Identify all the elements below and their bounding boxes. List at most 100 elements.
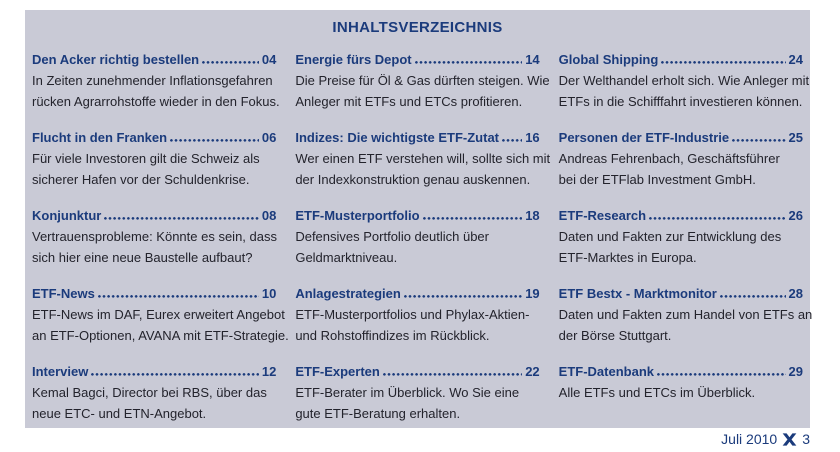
page-title: INHALTSVERZEICHNIS: [332, 19, 503, 36]
contents-panel: INHALTSVERZEICHNIS Den Acker richtig bes…: [25, 10, 812, 428]
toc-entry-link[interactable]: Konjunktur 08: [32, 205, 276, 226]
toc-entry-desc-line: ETF-Marktes in Europa.: [558, 250, 697, 265]
toc-column-1: Den Acker richtig bestellen 04 In Zeiten…: [32, 49, 289, 439]
toc-entry: Global Shipping 24 Der Welthandel erholt…: [558, 49, 810, 112]
toc-entry-page-number: 12: [261, 364, 277, 379]
toc-entry-page-number: 06: [261, 130, 277, 145]
toc-entry-page-number: 14: [525, 52, 540, 67]
toc-entry-page-number: 25: [788, 130, 803, 145]
toc-entry-title: Indizes: Die wichtigste ETF-Zutat: [295, 130, 500, 145]
toc-entry-link[interactable]: ETF-Experten 22: [295, 361, 539, 382]
toc-entry-link[interactable]: ETF-Datenbank 29: [559, 361, 803, 382]
toc-entry-desc-line: Defensives Portfolio deutlich über: [295, 229, 489, 244]
toc-entry: Den Acker richtig bestellen 04 In Zeiten…: [32, 49, 280, 112]
toc-entry-link[interactable]: ETF-Musterportfolio 18: [295, 205, 539, 226]
toc-entry-desc-line: an ETF-Optionen, AVANA mit ETF-Strategie…: [32, 328, 289, 343]
toc-entry-desc-line: ETFs in die Schifffahrt investieren könn…: [558, 94, 803, 109]
toc-column-3: Global Shipping 24 Der Welthandel erholt…: [558, 49, 813, 439]
toc-entry-page-number: 26: [788, 208, 803, 223]
toc-entry-page-number: 10: [261, 286, 277, 301]
toc-entry-page-number: 04: [261, 52, 277, 67]
toc-entry-desc-line: und Rohstoffindizes im Rückblick.: [295, 328, 490, 343]
toc-entry-desc-line: sicherer Hafen vor der Schuldenkrise.: [32, 172, 250, 187]
toc-entry-description: Der Welthandel erholt sich. Wie Anleger …: [558, 70, 810, 112]
toc-entry-desc-line: sich hier eine neue Baustelle aufbaut?: [32, 250, 253, 265]
toc-entry-desc-line: Daten und Fakten zum Handel von ETFs an: [558, 307, 813, 322]
toc-entry: ETF-News 10 ETF-News im DAF, Eurex erwei…: [32, 283, 289, 346]
dotted-leader: [717, 284, 789, 298]
toc-entry-desc-line: Alle ETFs und ETCs im Überblick.: [558, 385, 756, 400]
dotted-leader: [658, 50, 788, 64]
toc-entry-link[interactable]: Energie fürs Depot 14: [295, 49, 539, 70]
dotted-leader: [380, 362, 525, 376]
dotted-leader: [729, 128, 788, 142]
toc-entry-link[interactable]: Interview 12: [32, 361, 276, 382]
toc-entry-title: ETF-News: [32, 286, 95, 301]
toc-entry-title: Konjunktur: [32, 208, 102, 223]
toc-entry-page-number: 22: [525, 364, 540, 379]
toc-entry: Interview 12 Kemal Bagci, Director bei R…: [32, 361, 276, 424]
toc-entry-desc-line: Andreas Fehrenbach, Geschäftsführer: [558, 151, 780, 166]
dotted-leader: [101, 206, 262, 220]
toc-entry-link[interactable]: Global Shipping 24: [559, 49, 803, 70]
toc-entry-description: Daten und Fakten zur Entwicklung des ETF-…: [559, 226, 803, 268]
footer-issue-label: Juli 2010: [721, 431, 778, 447]
toc-entry-link[interactable]: Den Acker richtig bestellen 04: [32, 49, 276, 70]
dotted-leader: [199, 50, 262, 64]
toc-entry-desc-line: Vertrauensprobleme: Könnte es sein, dass: [32, 229, 277, 244]
toc-entry-description: ETF-News im DAF, Eurex erweitert Angebot…: [32, 304, 289, 346]
toc-entry-page-number: 08: [261, 208, 277, 223]
toc-entry-desc-line: neue ETC- und ETN-Angebot.: [32, 406, 207, 421]
toc-entry-title: ETF-Research: [558, 208, 647, 223]
toc-entry-desc-line: der Börse Stuttgart.: [558, 328, 672, 343]
dotted-leader: [412, 50, 526, 64]
toc-entry-link[interactable]: ETF-Research 26: [559, 205, 803, 226]
toc-entry-desc-line: In Zeiten zunehmender Inflationsgefahren: [32, 73, 273, 88]
toc-entry-link[interactable]: Personen der ETF-Industrie 25: [559, 127, 803, 148]
toc-entry-page-number: 29: [788, 364, 803, 379]
toc-entry-page-number: 24: [788, 52, 803, 67]
toc-entry: Energie fürs Depot 14 Die Preise für Öl …: [295, 49, 549, 112]
dotted-leader: [499, 128, 525, 142]
toc-entry-desc-line: rücken Agrarrohstoffe wieder in den Foku…: [32, 94, 280, 109]
toc-entry-title: Energie fürs Depot: [295, 52, 412, 67]
toc-entry-description: Vertrauensprobleme: Könnte es sein, dass…: [32, 226, 277, 268]
dotted-leader: [646, 206, 788, 220]
toc-entry-desc-line: ETF-News im DAF, Eurex erweitert Angebot: [32, 307, 285, 322]
toc-entry: Personen der ETF-Industrie 25 Andreas Fe…: [559, 127, 803, 190]
toc-entry-desc-line: bei der ETFlab Investment GmbH.: [558, 172, 756, 187]
toc-entry-link[interactable]: Indizes: Die wichtigste ETF-Zutat 16: [295, 127, 539, 148]
toc-entry-title: Interview: [32, 364, 89, 379]
toc-entry-description: Andreas Fehrenbach, Geschäftsführer bei d…: [559, 148, 803, 190]
toc-entry-desc-line: Der Welthandel erholt sich. Wie Anleger …: [558, 73, 810, 88]
toc-entry-page-number: 19: [525, 286, 540, 301]
toc-entry: Flucht in den Franken 06 Für viele Inves…: [32, 127, 276, 190]
toc-entry-link[interactable]: ETF-News 10: [32, 283, 276, 304]
toc-entry: Konjunktur 08 Vertrauensprobleme: Könnte…: [32, 205, 277, 268]
page-footer: Juli 2010 3: [25, 431, 810, 447]
toc-entry-description: Wer einen ETF verstehen will, sollte sic…: [295, 148, 550, 190]
toc-entry-desc-line: Für viele Investoren gilt die Schweiz al…: [32, 151, 260, 166]
toc-entry: Indizes: Die wichtigste ETF-Zutat 16 Wer…: [295, 127, 550, 190]
toc-entry-description: Die Preise für Öl & Gas dürften steigen.…: [295, 70, 549, 112]
toc-entry-link[interactable]: Flucht in den Franken 06: [32, 127, 276, 148]
dotted-leader: [95, 284, 262, 298]
toc-entry-desc-line: Daten und Fakten zur Entwicklung des: [558, 229, 782, 244]
toc-entry-title: Flucht in den Franken: [32, 130, 168, 145]
toc-column-2: Energie fürs Depot 14 Die Preise für Öl …: [295, 49, 550, 439]
toc-entry-desc-line: Anleger mit ETFs und ETCs profitieren.: [295, 94, 523, 109]
toc-entry: ETF-Experten 22 ETF-Berater im Überblick…: [295, 361, 539, 424]
toc-entry-title: Personen der ETF-Industrie: [558, 130, 730, 145]
toc-entry: ETF Bestx - Marktmonitor 28 Daten und Fa…: [558, 283, 813, 346]
toc-entry-link[interactable]: Anlagestrategien 19: [295, 283, 539, 304]
dotted-leader: [401, 284, 525, 298]
x-mark-icon: [782, 432, 797, 446]
toc-entry-description: ETF-Musterportfolios und Phylax-Aktien-u…: [295, 304, 539, 346]
toc-entry: ETF-Datenbank 29 Alle ETFs und ETCs im Ü…: [559, 361, 803, 403]
toc-entry-title: ETF-Musterportfolio: [295, 208, 420, 223]
toc-entry-title: ETF-Experten: [295, 364, 380, 379]
toc-entry-page-number: 28: [788, 286, 803, 301]
toc-entry-description: Alle ETFs und ETCs im Überblick.: [559, 382, 803, 403]
toc-entry-link[interactable]: ETF Bestx - Marktmonitor 28: [559, 283, 803, 304]
toc-entry-page-number: 18: [525, 208, 540, 223]
